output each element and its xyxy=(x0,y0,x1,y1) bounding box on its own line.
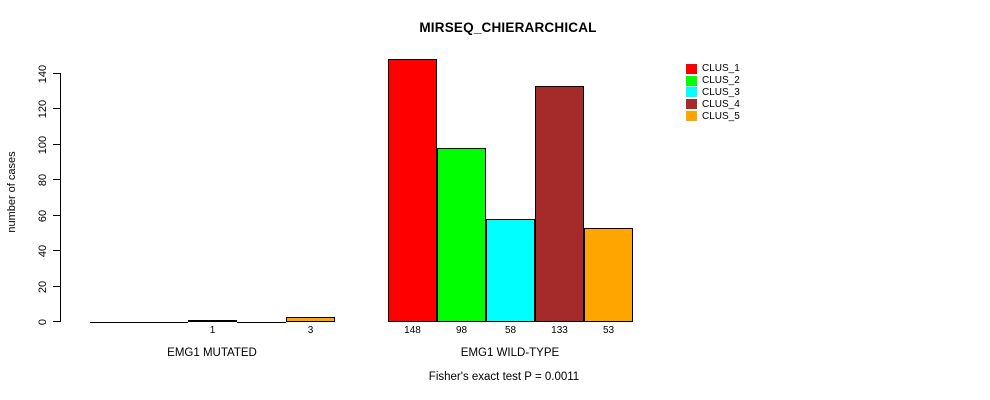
bar-clus_5 xyxy=(286,317,335,322)
y-axis-tick-label: 0 xyxy=(37,318,49,326)
y-axis-tick-label: 80 xyxy=(37,173,49,187)
y-axis-tick xyxy=(53,108,60,110)
legend-item: CLUS_1 xyxy=(686,63,740,75)
legend-label: CLUS_2 xyxy=(702,75,740,87)
legend-item: CLUS_4 xyxy=(686,98,740,110)
legend-swatch-clus_4 xyxy=(686,99,697,110)
y-axis-tick xyxy=(53,214,60,216)
y-axis-tick xyxy=(53,250,60,252)
y-axis-tick-label: 120 xyxy=(37,99,49,119)
fisher-test-annotation: Fisher's exact test P = 0.0011 xyxy=(428,371,580,383)
y-axis-tick xyxy=(53,285,60,287)
bar-clus_4 xyxy=(535,86,584,322)
bar-clus_3 xyxy=(486,219,535,322)
y-axis-tick-label: 100 xyxy=(37,135,49,154)
legend-item: CLUS_2 xyxy=(686,75,740,87)
legend-label: CLUS_4 xyxy=(702,98,740,110)
bar-value-label: 3 xyxy=(307,325,314,336)
legend-swatch-clus_3 xyxy=(686,87,697,98)
bar-value-label: 58 xyxy=(504,325,517,336)
y-axis-tick-label: 40 xyxy=(37,244,49,258)
bar-value-label: 53 xyxy=(602,325,615,336)
bar-clus_3 xyxy=(188,320,237,322)
y-axis-label: number of cases xyxy=(6,151,18,233)
bar-clus_1 xyxy=(388,59,437,322)
bar-clus_5 xyxy=(584,228,633,322)
bar-value-label: 148 xyxy=(404,325,421,336)
bar-clus_4-zero xyxy=(237,322,286,323)
group-label-emg1-wild-type: EMG1 WILD-TYPE xyxy=(460,347,560,359)
bar-value-label: 133 xyxy=(551,325,568,336)
group-label-emg1-mutated: EMG1 MUTATED xyxy=(167,347,257,359)
legend: CLUS_1 CLUS_2 CLUS_3 CLUS_4 CLUS_5 xyxy=(686,63,740,122)
y-axis-tick xyxy=(53,143,60,145)
y-axis-tick xyxy=(53,179,60,181)
y-axis-tick-label: 60 xyxy=(37,209,49,222)
legend-label: CLUS_3 xyxy=(702,86,740,98)
legend-swatch-clus_2 xyxy=(686,75,697,86)
legend-label: CLUS_5 xyxy=(702,110,740,122)
bar-value-label: 1 xyxy=(209,325,216,336)
y-axis-line xyxy=(60,73,61,322)
y-axis-tick-label: 20 xyxy=(37,280,49,293)
chart-title: MIRSEQ_CHIERARCHICAL xyxy=(419,20,597,35)
bar-clus_2 xyxy=(437,148,486,322)
bar-value-label: 98 xyxy=(455,325,468,336)
y-axis-tick xyxy=(53,72,60,74)
legend-item: CLUS_3 xyxy=(686,87,740,99)
legend-swatch-clus_5 xyxy=(686,111,697,122)
bar-clus_2-zero xyxy=(139,322,188,323)
legend-label: CLUS_1 xyxy=(702,63,740,75)
legend-item: CLUS_5 xyxy=(686,110,740,122)
bar-clus_1-zero xyxy=(90,322,139,323)
legend-swatch-clus_1 xyxy=(686,63,697,74)
y-axis-tick xyxy=(53,321,60,323)
y-axis-tick-label: 140 xyxy=(37,64,49,83)
